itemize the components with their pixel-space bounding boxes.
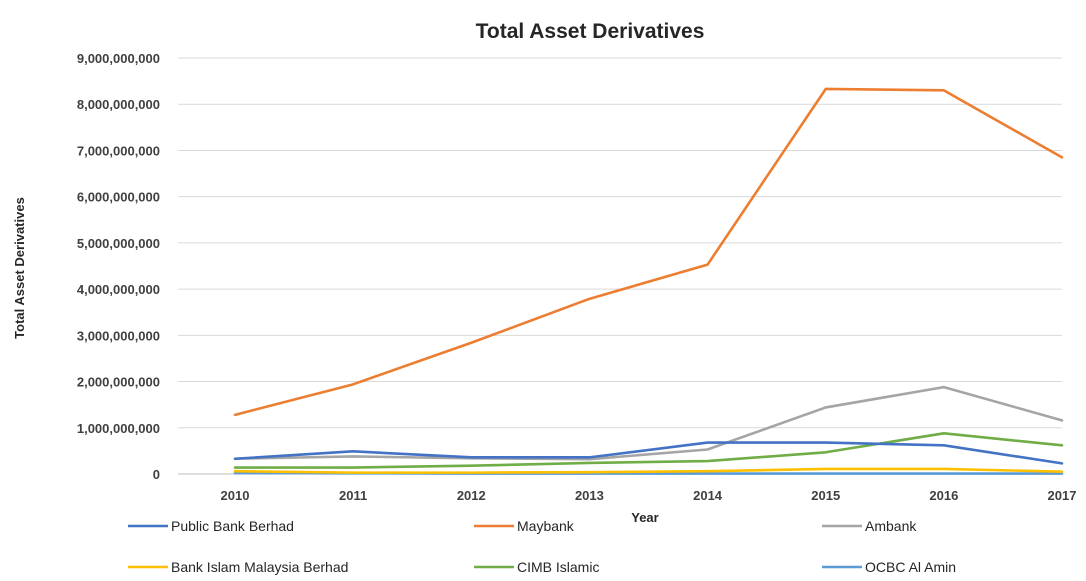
- x-tick-label: 2014: [693, 488, 723, 503]
- x-axis-label: Year: [631, 510, 658, 525]
- legend-item: CIMB Islamic: [474, 559, 599, 575]
- legend-item: Public Bank Berhad: [128, 518, 294, 534]
- legend-label: Maybank: [517, 518, 575, 534]
- series-line-maybank: [233, 87, 1064, 417]
- x-tick-label: 2011: [339, 488, 367, 503]
- legend-label: OCBC Al Amin: [865, 559, 956, 575]
- legend-label: Public Bank Berhad: [171, 518, 294, 534]
- legend-item: OCBC Al Amin: [822, 559, 956, 575]
- series-line-cimb-islamic: [233, 432, 1064, 469]
- legend-item: Maybank: [474, 518, 575, 534]
- legend-item: Bank Islam Malaysia Berhad: [128, 559, 348, 575]
- y-tick-label: 9,000,000,000: [77, 51, 160, 66]
- legend-label: Ambank: [865, 518, 917, 534]
- series-lines: [233, 87, 1064, 475]
- x-tick-label: 2016: [929, 488, 958, 503]
- series-line-bank-islam-malaysia-berhad: [233, 467, 1064, 474]
- chart-title: Total Asset Derivatives: [476, 20, 705, 43]
- gridlines: [178, 57, 1062, 475]
- series-line-public-bank-berhad: [233, 441, 1064, 465]
- y-tick-label: 2,000,000,000: [77, 375, 160, 390]
- y-tick-label: 5,000,000,000: [77, 236, 160, 251]
- x-tick-label: 2010: [221, 488, 250, 503]
- series-line-ambank: [233, 385, 1064, 461]
- legend: Public Bank Berhad Maybank Ambank Bank Isla…: [128, 518, 956, 575]
- y-tick-label: 6,000,000,000: [77, 190, 160, 205]
- x-tick-label: 2013: [575, 488, 604, 503]
- y-tick-label: 3,000,000,000: [77, 328, 160, 343]
- x-tick-label: 2012: [457, 488, 486, 503]
- y-tick-label: 0: [153, 467, 160, 482]
- y-tick-label: 1,000,000,000: [77, 421, 160, 436]
- x-tick-label: 2015: [811, 488, 840, 503]
- x-axis-ticks: 2010 2011 2012 2013 2014 2015 2016 2017: [221, 488, 1077, 503]
- legend-item: Ambank: [822, 518, 917, 534]
- y-axis-label: Total Asset Derivatives: [12, 197, 27, 339]
- y-axis-ticks: 0 1,000,000,000 2,000,000,000 3,000,000,000…: [77, 51, 160, 482]
- y-tick-label: 7,000,000,000: [77, 143, 160, 158]
- y-tick-label: 8,000,000,000: [77, 97, 160, 112]
- x-tick-label: 2017: [1048, 488, 1077, 503]
- legend-label: Bank Islam Malaysia Berhad: [171, 559, 348, 575]
- y-tick-label: 4,000,000,000: [77, 282, 160, 297]
- legend-label: CIMB Islamic: [517, 559, 599, 575]
